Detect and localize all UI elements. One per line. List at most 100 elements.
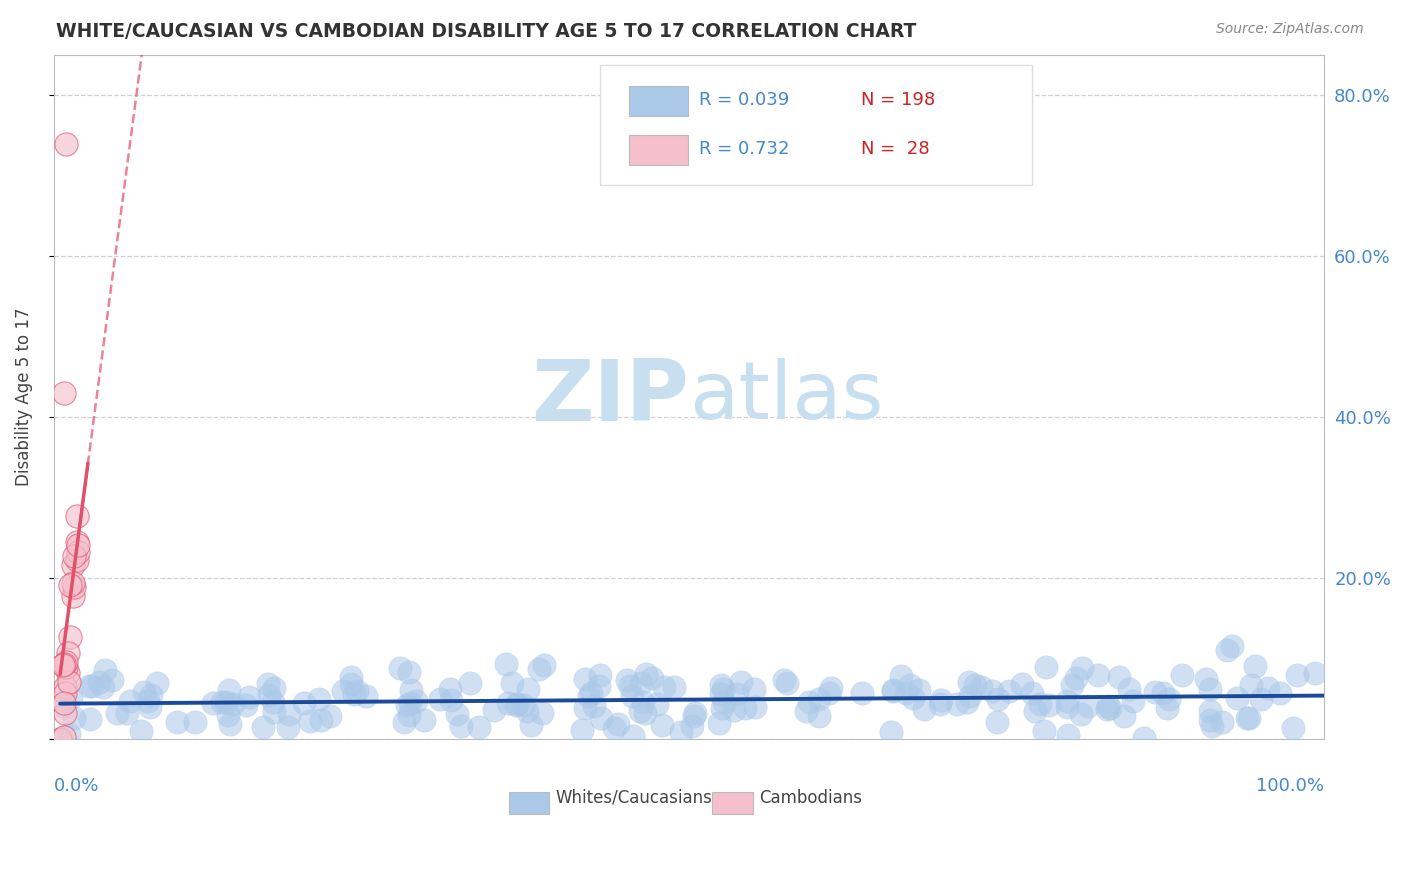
Point <box>630 676 652 690</box>
Point <box>59 578 82 592</box>
Point <box>292 696 315 710</box>
Point <box>987 692 1010 706</box>
Point <box>332 683 354 698</box>
Point <box>238 690 260 705</box>
Point <box>734 701 756 715</box>
Point <box>946 697 969 711</box>
Point <box>235 698 257 713</box>
Point <box>1236 710 1258 724</box>
Point <box>219 717 242 731</box>
Point <box>986 714 1008 729</box>
Text: atlas: atlas <box>689 358 883 436</box>
Point <box>682 709 704 723</box>
Text: Source: ZipAtlas.com: Source: ZipAtlas.com <box>1216 22 1364 37</box>
Point <box>710 687 733 701</box>
Point <box>773 673 796 687</box>
Point <box>55 136 77 151</box>
Point <box>132 685 155 699</box>
Point <box>80 679 103 693</box>
Point <box>56 666 79 681</box>
Point <box>1132 731 1154 745</box>
Point <box>55 655 77 669</box>
Point <box>533 658 555 673</box>
Point <box>94 663 117 677</box>
Point <box>263 705 285 719</box>
Point <box>1056 728 1078 742</box>
Point <box>725 687 748 701</box>
Point <box>851 686 873 700</box>
Point <box>903 691 925 706</box>
Point <box>136 694 159 708</box>
Point <box>1198 681 1220 696</box>
Text: WHITE/CAUCASIAN VS CAMBODIAN DISABILITY AGE 5 TO 17 CORRELATION CHART: WHITE/CAUCASIAN VS CAMBODIAN DISABILITY … <box>56 22 917 41</box>
Point <box>52 658 75 673</box>
Point <box>62 711 84 725</box>
Point <box>52 386 75 401</box>
Point <box>603 721 626 735</box>
Point <box>405 694 427 708</box>
Point <box>1070 661 1092 675</box>
FancyBboxPatch shape <box>711 792 752 814</box>
Point <box>91 680 114 694</box>
Point <box>1226 691 1249 706</box>
Point <box>1215 643 1237 657</box>
Point <box>1112 708 1135 723</box>
Point <box>201 696 224 710</box>
Point <box>392 714 415 729</box>
Point <box>120 694 142 708</box>
Point <box>634 667 657 681</box>
Point <box>527 662 550 676</box>
Point <box>882 683 904 698</box>
Point <box>929 697 952 711</box>
Point <box>1099 701 1122 715</box>
Point <box>664 680 686 694</box>
Point <box>58 727 80 741</box>
Point <box>67 545 90 559</box>
Point <box>1257 681 1279 696</box>
Point <box>398 708 420 723</box>
Point <box>53 696 76 710</box>
Point <box>59 690 82 704</box>
Point <box>1064 671 1087 685</box>
Point <box>66 553 89 567</box>
Point <box>506 697 529 711</box>
Point <box>1011 676 1033 690</box>
Point <box>929 692 952 706</box>
Point <box>970 680 993 694</box>
Point <box>259 688 281 702</box>
Point <box>278 706 301 721</box>
Point <box>807 692 830 706</box>
Point <box>501 676 523 690</box>
Text: ZIP: ZIP <box>531 356 689 439</box>
Point <box>139 699 162 714</box>
Point <box>1268 686 1291 700</box>
Point <box>981 684 1004 698</box>
Point <box>145 676 167 690</box>
Point <box>607 716 630 731</box>
Point <box>262 695 284 709</box>
Point <box>776 675 799 690</box>
Point <box>900 678 922 692</box>
Point <box>730 675 752 690</box>
Point <box>484 703 506 717</box>
Point <box>713 695 735 709</box>
Point <box>998 684 1021 698</box>
Point <box>222 697 245 711</box>
Point <box>589 711 612 725</box>
Point <box>1024 704 1046 718</box>
Point <box>429 692 451 706</box>
Point <box>621 729 644 743</box>
Point <box>742 682 765 697</box>
Point <box>808 708 831 723</box>
Point <box>319 709 342 723</box>
Point <box>62 558 84 573</box>
FancyBboxPatch shape <box>600 65 1032 185</box>
Text: R = 0.039: R = 0.039 <box>699 91 790 109</box>
Point <box>62 580 84 594</box>
FancyBboxPatch shape <box>630 136 688 165</box>
Point <box>263 681 285 696</box>
Point <box>520 717 543 731</box>
Point <box>640 671 662 685</box>
Point <box>652 680 675 694</box>
Text: N = 198: N = 198 <box>860 91 935 109</box>
